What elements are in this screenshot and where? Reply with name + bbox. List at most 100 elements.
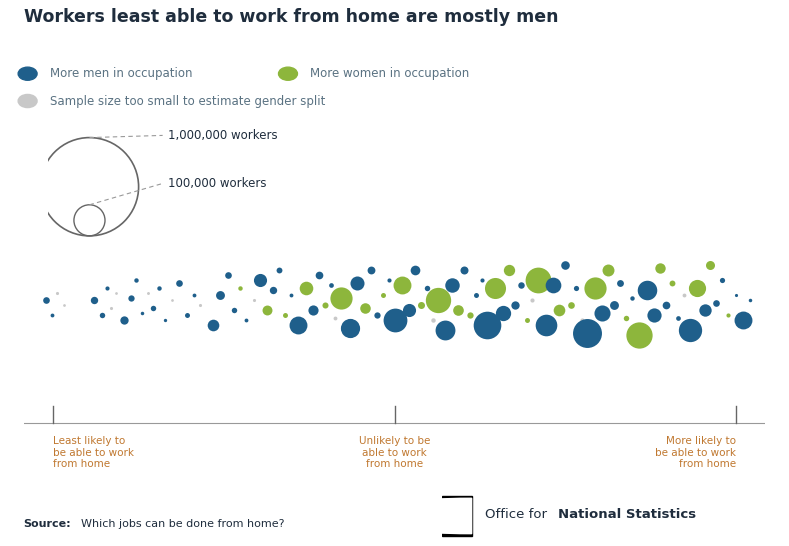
Wedge shape (353, 498, 472, 533)
Point (439, 326, 451, 335)
Point (147, 304, 159, 312)
Point (415, 301, 428, 310)
Point (307, 306, 320, 314)
Point (279, 311, 291, 320)
Point (489, 283, 502, 292)
Point (691, 283, 704, 292)
Point (272, 266, 285, 275)
Text: Source:: Source: (24, 519, 71, 529)
Point (376, 291, 389, 300)
Point (464, 311, 477, 320)
Point (508, 301, 521, 310)
Point (227, 306, 240, 314)
Point (596, 308, 608, 317)
Point (532, 276, 544, 284)
Point (194, 301, 207, 310)
Point (166, 296, 178, 305)
Point (173, 278, 185, 287)
Point (382, 276, 394, 284)
Point (358, 304, 371, 312)
Point (95, 311, 108, 320)
Point (319, 301, 331, 310)
Point (329, 313, 342, 322)
Point (432, 296, 444, 305)
Point (427, 316, 439, 325)
Circle shape (18, 94, 37, 108)
Point (614, 278, 626, 287)
Point (729, 291, 742, 300)
Point (188, 291, 200, 300)
Point (88, 296, 100, 305)
Point (324, 281, 337, 289)
Point (312, 271, 325, 280)
Text: 100,000 workers: 100,000 workers (168, 177, 267, 190)
Point (370, 311, 383, 320)
Point (576, 316, 589, 325)
Point (136, 308, 148, 317)
Point (46, 311, 58, 320)
Text: 1,000,000 workers: 1,000,000 workers (168, 129, 278, 142)
Text: Office for: Office for (485, 508, 552, 521)
Point (710, 299, 723, 307)
Point (365, 266, 377, 275)
Text: More women in occupation: More women in occupation (310, 67, 469, 80)
Point (608, 301, 620, 310)
Point (267, 286, 279, 295)
Text: Sample size too small to estimate gender split: Sample size too small to estimate gender… (50, 94, 325, 108)
Point (476, 276, 488, 284)
Point (214, 291, 226, 300)
Text: Least likely to
be able to work
from home: Least likely to be able to work from hom… (54, 436, 134, 469)
Point (565, 301, 578, 310)
Point (118, 316, 130, 325)
Point (284, 291, 297, 300)
Point (722, 311, 735, 320)
Point (469, 291, 482, 300)
Point (589, 283, 601, 292)
Point (496, 308, 509, 317)
Point (514, 281, 527, 289)
Point (520, 316, 533, 325)
Point (704, 261, 716, 270)
Point (292, 321, 305, 330)
Point (100, 283, 113, 292)
Text: More men in occupation: More men in occupation (50, 67, 193, 80)
Point (526, 296, 539, 305)
Point (660, 301, 672, 310)
Point (633, 331, 645, 340)
Point (159, 316, 171, 325)
Point (260, 306, 273, 314)
Point (240, 316, 252, 325)
Point (388, 316, 401, 325)
Point (344, 324, 357, 333)
Point (683, 326, 696, 335)
Point (481, 321, 494, 330)
Point (559, 261, 571, 270)
Circle shape (279, 67, 297, 80)
Point (247, 296, 260, 305)
Point (570, 283, 582, 292)
Point (125, 293, 137, 302)
Point (335, 293, 347, 302)
Point (654, 263, 667, 272)
Point (221, 271, 234, 280)
Point (626, 293, 638, 302)
Point (602, 266, 615, 275)
Point (58, 301, 71, 310)
Point (737, 316, 750, 325)
Point (207, 321, 219, 330)
Point (403, 306, 416, 314)
Text: National Statistics: National Statistics (558, 508, 696, 521)
Point (553, 306, 566, 314)
Point (666, 278, 679, 287)
Point (540, 321, 552, 330)
Point (351, 278, 364, 287)
Point (39, 296, 52, 305)
Point (153, 283, 166, 292)
Point (446, 281, 458, 289)
Text: Unlikely to be
able to work
from home: Unlikely to be able to work from home (359, 436, 430, 469)
Point (671, 313, 684, 322)
Point (641, 286, 653, 295)
Point (698, 306, 711, 314)
Point (619, 313, 632, 322)
Point (547, 281, 559, 289)
